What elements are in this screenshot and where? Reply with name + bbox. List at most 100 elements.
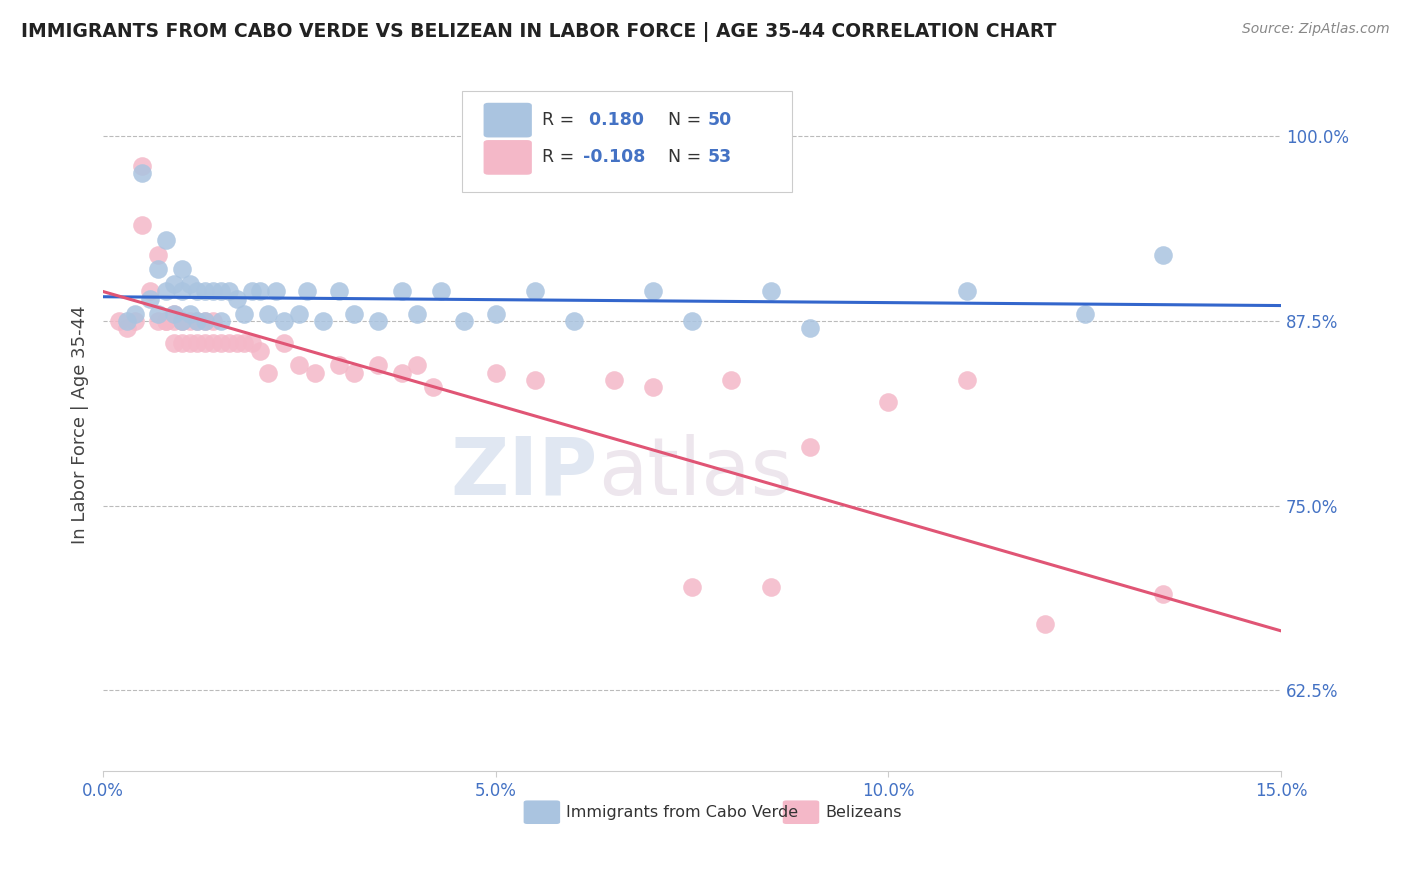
- Point: [249, 285, 271, 299]
- Point: [240, 336, 263, 351]
- Text: IMMIGRANTS FROM CABO VERDE VS BELIZEAN IN LABOR FORCE | AGE 35-44 CORRELATION CH: IMMIGRANTS FROM CABO VERDE VS BELIZEAN I…: [21, 22, 1056, 42]
- Point: [139, 292, 162, 306]
- Point: [681, 580, 703, 594]
- Point: [422, 380, 444, 394]
- Point: [186, 314, 208, 328]
- Point: [170, 336, 193, 351]
- Point: [1073, 307, 1095, 321]
- Point: [759, 285, 782, 299]
- Point: [391, 366, 413, 380]
- Point: [179, 314, 201, 328]
- Point: [124, 314, 146, 328]
- Point: [163, 277, 186, 292]
- Point: [273, 314, 295, 328]
- Point: [233, 336, 256, 351]
- Point: [146, 314, 169, 328]
- Point: [202, 285, 225, 299]
- FancyBboxPatch shape: [783, 800, 820, 824]
- Point: [429, 285, 451, 299]
- Point: [485, 307, 508, 321]
- Point: [218, 285, 240, 299]
- Point: [343, 366, 366, 380]
- Y-axis label: In Labor Force | Age 35-44: In Labor Force | Age 35-44: [72, 305, 89, 543]
- Point: [524, 285, 547, 299]
- Point: [170, 285, 193, 299]
- Point: [163, 307, 186, 321]
- Text: R =: R =: [543, 148, 581, 167]
- Point: [1152, 247, 1174, 261]
- Point: [186, 314, 208, 328]
- Point: [108, 314, 131, 328]
- Point: [453, 314, 475, 328]
- Text: 0.180: 0.180: [582, 112, 644, 129]
- Point: [155, 314, 177, 328]
- FancyBboxPatch shape: [463, 91, 792, 192]
- Point: [186, 336, 208, 351]
- Point: [155, 233, 177, 247]
- FancyBboxPatch shape: [484, 140, 531, 175]
- Point: [288, 359, 311, 373]
- Point: [179, 307, 201, 321]
- Point: [131, 166, 153, 180]
- Point: [297, 285, 319, 299]
- Point: [524, 373, 547, 387]
- Point: [194, 314, 217, 328]
- Point: [877, 395, 900, 409]
- Point: [602, 373, 624, 387]
- Point: [1035, 616, 1057, 631]
- Point: [163, 336, 186, 351]
- Point: [406, 307, 429, 321]
- Point: [233, 307, 256, 321]
- Point: [485, 366, 508, 380]
- Point: [257, 366, 280, 380]
- Point: [956, 373, 979, 387]
- Point: [131, 159, 153, 173]
- Text: R =: R =: [543, 112, 581, 129]
- Point: [163, 314, 186, 328]
- Point: [288, 307, 311, 321]
- Point: [179, 277, 201, 292]
- Text: N =: N =: [657, 112, 706, 129]
- Point: [155, 285, 177, 299]
- Point: [343, 307, 366, 321]
- Point: [681, 314, 703, 328]
- Point: [202, 336, 225, 351]
- Point: [124, 307, 146, 321]
- Point: [367, 359, 389, 373]
- Text: 50: 50: [707, 112, 731, 129]
- Point: [170, 262, 193, 277]
- Point: [406, 359, 429, 373]
- Point: [304, 366, 326, 380]
- FancyBboxPatch shape: [484, 103, 531, 137]
- Text: 53: 53: [707, 148, 731, 167]
- Point: [179, 336, 201, 351]
- Point: [225, 336, 247, 351]
- Point: [264, 285, 287, 299]
- Text: ZIP: ZIP: [450, 434, 598, 512]
- Point: [146, 262, 169, 277]
- Point: [562, 314, 585, 328]
- Point: [720, 373, 742, 387]
- Text: -0.108: -0.108: [582, 148, 645, 167]
- Point: [257, 307, 280, 321]
- Point: [115, 321, 138, 335]
- Text: Immigrants from Cabo Verde: Immigrants from Cabo Verde: [567, 805, 799, 820]
- Point: [194, 336, 217, 351]
- Point: [170, 314, 193, 328]
- Point: [240, 285, 263, 299]
- Point: [641, 285, 664, 299]
- Text: N =: N =: [657, 148, 706, 167]
- Point: [1152, 587, 1174, 601]
- Point: [170, 314, 193, 328]
- Point: [367, 314, 389, 328]
- Point: [170, 314, 193, 328]
- Point: [131, 218, 153, 232]
- Point: [146, 247, 169, 261]
- Point: [139, 285, 162, 299]
- Point: [312, 314, 335, 328]
- Point: [194, 285, 217, 299]
- Point: [218, 336, 240, 351]
- Point: [799, 321, 821, 335]
- Point: [202, 314, 225, 328]
- Point: [163, 307, 186, 321]
